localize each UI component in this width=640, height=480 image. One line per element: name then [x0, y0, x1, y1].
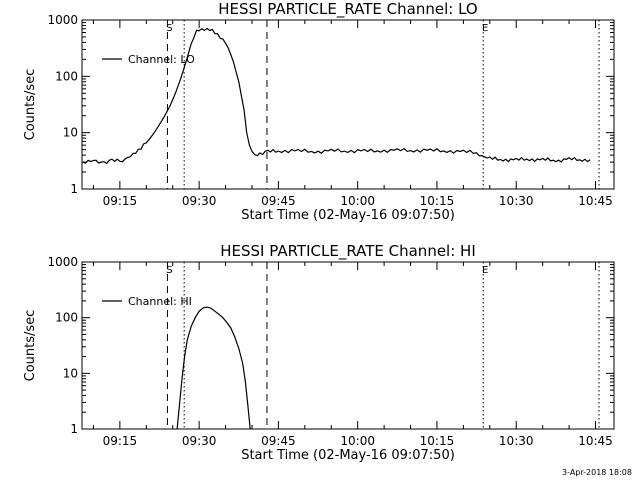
x-tick-label: 09:30 — [182, 194, 217, 208]
x-axis-label: Start Time (02-May-16 09:07:50) — [241, 208, 455, 223]
x-tick-label: 10:30 — [499, 434, 534, 448]
y-axis-label: Counts/sec — [23, 310, 38, 382]
panel-lo: HESSI PARTICLE_RATE Channel: LO 1 10 100 100… — [23, 0, 615, 223]
y-tick-label: 100 — [55, 311, 78, 325]
chart-title: HESSI PARTICLE_RATE Channel: LO — [218, 0, 477, 19]
marker-label: S — [166, 23, 172, 34]
y-tick-label: 100 — [55, 69, 78, 83]
marker-label: E — [482, 265, 488, 276]
x-tick-label: 10:15 — [420, 434, 455, 448]
x-tick-label: 10:45 — [578, 194, 613, 208]
chart-title: HESSI PARTICLE_RATE Channel: HI — [220, 242, 476, 261]
y-tick-label: 10 — [63, 126, 78, 140]
legend-label: Channel: HI — [128, 295, 192, 308]
x-tick-label: 10:15 — [420, 194, 455, 208]
y-tick-label: 1000 — [47, 255, 78, 269]
y-axis-label: Counts/sec — [23, 69, 38, 141]
plot-frame — [81, 261, 615, 430]
x-tick-label: 09:45 — [261, 434, 296, 448]
x-tick-label: 10:00 — [340, 194, 375, 208]
x-axis-label: Start Time (02-May-16 09:07:50) — [241, 448, 455, 463]
footer-timestamp: 3-Apr-2018 18:08 — [562, 468, 632, 477]
x-tick-label: 09:15 — [103, 194, 138, 208]
marker-label: S — [166, 265, 172, 276]
x-tick-label: 09:15 — [103, 434, 138, 448]
series-line — [82, 27, 591, 165]
x-tick-label: 10:30 — [499, 194, 534, 208]
panel-hi: HESSI PARTICLE_RATE Channel: HI 1 10 100 100… — [23, 242, 615, 463]
y-tick-label: 1 — [70, 422, 78, 436]
legend-label: Channel: LO — [128, 53, 195, 66]
marker-label: E — [482, 23, 488, 34]
y-tick-label: 10 — [63, 366, 78, 380]
series-line — [176, 306, 251, 429]
y-tick-label: 1000 — [47, 13, 78, 27]
y-tick-label: 1 — [70, 182, 78, 196]
plot-frame — [81, 19, 615, 190]
x-tick-label: 09:30 — [182, 434, 217, 448]
x-tick-label: 10:00 — [340, 434, 375, 448]
x-tick-label: 10:45 — [578, 434, 613, 448]
x-tick-label: 09:45 — [261, 194, 296, 208]
